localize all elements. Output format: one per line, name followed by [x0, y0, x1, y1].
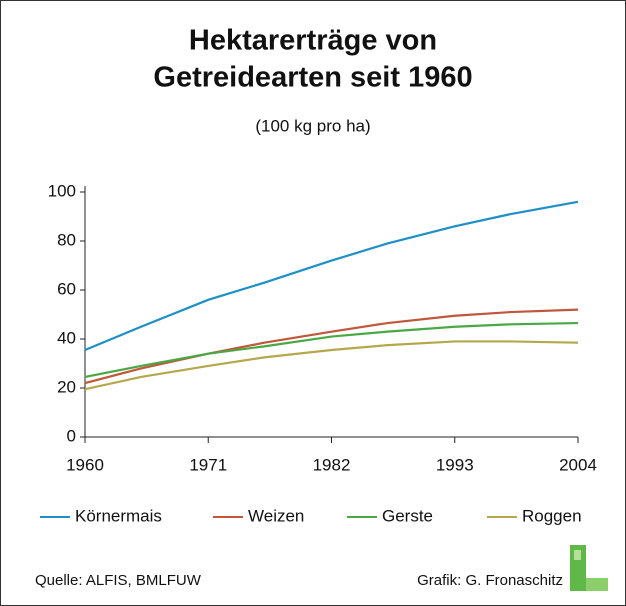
y-tick-label: 20	[57, 377, 76, 396]
credit: Grafik: G. Fronaschitz	[417, 572, 563, 589]
legend-label: Gerste	[382, 506, 433, 525]
series-line	[84, 308, 579, 385]
logo	[570, 545, 608, 591]
y-tick-label: 40	[57, 328, 76, 347]
series-line	[84, 200, 579, 352]
y-tick-label: 60	[57, 279, 76, 298]
y-tick-label: 0	[67, 426, 76, 445]
y-tick-label: 100	[48, 181, 76, 200]
x-tick-label: 1982	[313, 455, 351, 474]
x-tick-label: 1960	[66, 455, 104, 474]
x-tick-label: 1971	[189, 455, 227, 474]
y-tick-label: 80	[57, 230, 76, 249]
source: Quelle: ALFIS, BMLFUW	[35, 572, 202, 589]
chart-title: Hektarerträge von	[189, 25, 437, 57]
legend-label: Weizen	[248, 506, 304, 525]
x-tick-label: 2004	[559, 455, 597, 474]
legend-label: Roggen	[522, 506, 582, 525]
subtitle: (100 kg pro ha)	[255, 116, 370, 135]
chart-title: Getreidearten seit 1960	[153, 62, 472, 94]
series-line	[84, 340, 579, 391]
legend-label: Körnermais	[75, 506, 162, 525]
series-line	[84, 321, 579, 379]
x-tick-label: 1993	[436, 455, 474, 474]
